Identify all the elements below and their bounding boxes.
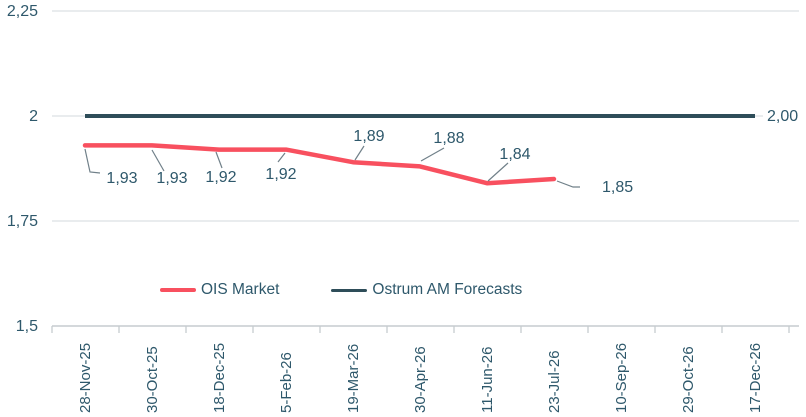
legend-label-ostrum-forecasts: Ostrum AM Forecasts	[372, 281, 523, 298]
y-axis-tick-label: 1,5	[16, 318, 38, 335]
chart-legend: OIS Market Ostrum AM Forecasts	[160, 281, 522, 299]
legend-label-ois-market: OIS Market	[201, 281, 280, 298]
data-label-leader	[84, 148, 101, 174]
data-label-leader	[277, 152, 286, 163]
x-axis-category-label: 30-Apr-26	[412, 346, 429, 413]
data-label-leader	[487, 162, 509, 182]
x-axis-category-label: 18-Dec-25	[211, 343, 228, 413]
x-axis-category-label: 28-Nov-25	[77, 343, 94, 413]
forecast-end-value-label: 2,00	[767, 108, 798, 125]
ois-data-point-label: 1,88	[433, 130, 464, 147]
legend-item-ois-market: OIS Market	[160, 281, 279, 299]
legend-item-ostrum-forecasts: Ostrum AM Forecasts	[331, 281, 522, 299]
y-axis-tick-label: 2	[29, 108, 38, 125]
ois-data-point-label: 1,93	[106, 170, 137, 187]
y-axis-tick-label: 2,25	[7, 3, 38, 20]
ois-market-line-swatch	[160, 288, 196, 292]
ois-data-point-label: 1,85	[602, 179, 633, 196]
ostrum-forecasts-line-swatch	[331, 288, 368, 292]
ois-data-point-label: 1,92	[265, 166, 296, 183]
x-axis-category-label: 23-Jul-26	[546, 350, 563, 413]
x-axis-category-label: 10-Sep-26	[613, 343, 630, 413]
data-label-leader	[151, 149, 165, 172]
data-label-leader	[556, 180, 580, 188]
x-axis-category-label: 29-Oct-26	[680, 346, 697, 413]
ois-data-point-label: 1,93	[156, 170, 187, 187]
x-axis-category-label: 11-Jun-26	[479, 347, 496, 413]
y-axis-tick-label: 1,75	[7, 213, 38, 230]
ois-data-point-label: 1,84	[499, 146, 530, 163]
ois-data-point-label: 1,89	[353, 128, 384, 145]
x-axis-category-label: 30-Oct-25	[144, 346, 161, 413]
x-axis-category-label: 19-Mar-26	[345, 344, 362, 413]
x-axis-category-label: 5-Feb-26	[278, 352, 295, 413]
data-label-leader	[420, 147, 445, 162]
data-label-leader	[354, 145, 365, 161]
ois-market-line	[82, 143, 557, 186]
data-label-leader	[215, 151, 223, 169]
x-axis-category-label: 17-Dec-26	[747, 343, 764, 413]
ois-data-point-label: 1,92	[205, 169, 236, 186]
